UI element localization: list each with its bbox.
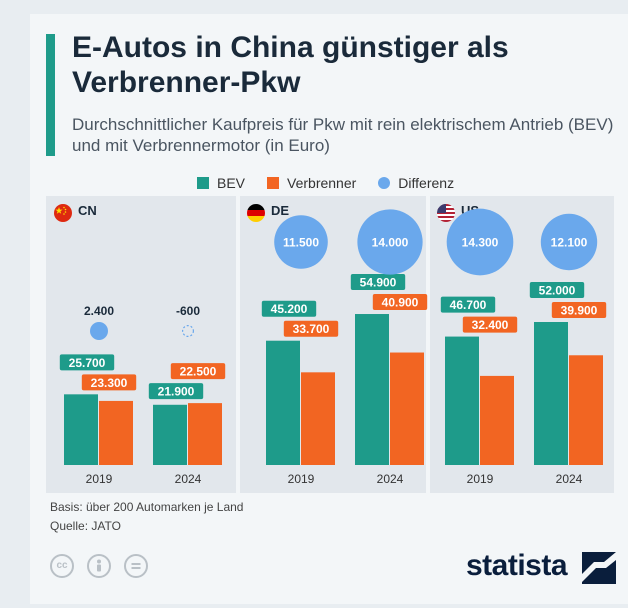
bar-verbrenner-us-2024 bbox=[569, 355, 603, 465]
diff-label-cn-2024: -600 bbox=[176, 304, 200, 318]
label-verbrenner-us-2019: 32.400 bbox=[472, 318, 509, 332]
label-bev-us-2024-bg bbox=[529, 282, 585, 298]
label-bev-cn-2019-bg bbox=[59, 354, 115, 371]
label-verbrenner-de-2019-bg bbox=[283, 320, 339, 337]
label-verbrenner-cn-2019: 23.300 bbox=[91, 376, 128, 390]
country-label-cn: CN bbox=[78, 203, 97, 218]
label-bev-us-2024: 52.000 bbox=[539, 284, 576, 298]
label-bev-cn-2024: 21.900 bbox=[158, 385, 195, 399]
title-accent-bar bbox=[46, 34, 55, 156]
bar-bev-us-2024 bbox=[534, 322, 568, 465]
tick-label-de-2024: 2024 bbox=[377, 472, 404, 486]
label-verbrenner-de-2024-bg bbox=[372, 294, 428, 311]
legend-label-bev: BEV bbox=[217, 175, 246, 191]
diff-bubble-de-2024 bbox=[357, 209, 423, 275]
legend-label-differenz: Differenz bbox=[398, 175, 455, 191]
bar-verbrenner-cn-2024 bbox=[188, 403, 222, 465]
diff-bubble-cn-2024 bbox=[182, 325, 195, 338]
label-bev-us-2019-bg bbox=[440, 296, 496, 313]
label-bev-us-2019: 46.700 bbox=[450, 298, 487, 312]
label-bev-cn-2024-bg bbox=[148, 383, 204, 400]
cc-icon[interactable]: cc bbox=[50, 554, 74, 578]
label-verbrenner-cn-2019-bg bbox=[81, 374, 137, 391]
bar-bev-us-2019 bbox=[445, 336, 479, 465]
diff-label-de-2024: 14.000 bbox=[372, 236, 409, 250]
germany-flag-icon bbox=[247, 204, 265, 222]
footnote-source: Quelle: JATO bbox=[50, 519, 121, 533]
legend-item-bev: BEV bbox=[197, 175, 245, 191]
legend-swatch-verbrenner bbox=[267, 177, 280, 189]
label-verbrenner-us-2024: 39.900 bbox=[561, 304, 598, 318]
legend-item-verbrenner: Verbrenner bbox=[267, 175, 356, 191]
diff-bubble-us-2019 bbox=[446, 208, 514, 276]
legend: BEV Verbrenner Differenz bbox=[197, 175, 476, 191]
china-flag-icon bbox=[54, 204, 72, 222]
label-verbrenner-cn-2024-bg bbox=[170, 363, 226, 380]
bar-verbrenner-cn-2019 bbox=[99, 400, 133, 465]
label-bev-de-2019: 45.200 bbox=[271, 302, 308, 316]
tick-label-us-2019: 2019 bbox=[467, 472, 494, 486]
by-person-icon[interactable] bbox=[87, 554, 111, 578]
bar-verbrenner-de-2019 bbox=[301, 372, 335, 465]
legend-label-verbrenner: Verbrenner bbox=[287, 175, 357, 191]
label-bev-de-2019-bg bbox=[261, 300, 317, 317]
label-verbrenner-de-2024: 40.900 bbox=[382, 296, 419, 310]
statista-logo[interactable]: statista bbox=[466, 549, 568, 582]
nd-equals-icon[interactable] bbox=[124, 554, 148, 578]
label-bev-de-2024-bg bbox=[350, 274, 406, 291]
diff-label-us-2024: 12.100 bbox=[551, 236, 588, 250]
diff-label-de-2019: 11.500 bbox=[283, 236, 319, 250]
diff-label-cn-2019: 2.400 bbox=[84, 304, 114, 318]
bar-bev-cn-2024 bbox=[153, 404, 187, 465]
label-bev-cn-2019: 25.700 bbox=[69, 356, 106, 370]
label-verbrenner-de-2019: 33.700 bbox=[293, 322, 330, 336]
bar-bev-de-2024 bbox=[355, 314, 389, 465]
bar-verbrenner-de-2024 bbox=[390, 352, 424, 465]
tick-label-us-2024: 2024 bbox=[556, 472, 583, 486]
legend-swatch-differenz bbox=[378, 177, 391, 189]
chart-subtitle: Durchschnittlicher Kaufpreis für Pkw mit… bbox=[72, 115, 614, 155]
bar-bev-de-2019 bbox=[266, 340, 300, 465]
label-bev-de-2024: 54.900 bbox=[360, 276, 397, 290]
legend-swatch-bev bbox=[197, 177, 209, 189]
diff-bubble-de-2019 bbox=[274, 215, 328, 269]
tick-label-cn-2024: 2024 bbox=[175, 472, 202, 486]
bar-verbrenner-us-2019 bbox=[480, 375, 514, 465]
label-verbrenner-us-2024-bg bbox=[551, 302, 607, 318]
bar-bev-cn-2019 bbox=[64, 394, 98, 465]
chart-title: E-Autos in China günstiger als Verbrenne… bbox=[72, 31, 509, 99]
label-verbrenner-cn-2024: 22.500 bbox=[180, 365, 217, 379]
statista-logo-mark-icon bbox=[582, 552, 616, 584]
tick-label-cn-2019: 2019 bbox=[86, 472, 113, 486]
legend-item-differenz: Differenz bbox=[378, 175, 454, 191]
diff-bubble-us-2024 bbox=[540, 213, 598, 271]
diff-bubble-cn-2019 bbox=[90, 322, 108, 340]
tick-label-de-2019: 2019 bbox=[288, 472, 315, 486]
usa-flag-icon bbox=[437, 204, 455, 222]
label-verbrenner-us-2019-bg bbox=[462, 316, 518, 333]
footnote-basis: Basis: über 200 Automarken je Land bbox=[50, 500, 244, 514]
diff-label-us-2019: 14.300 bbox=[462, 236, 499, 250]
country-label-de: DE bbox=[271, 203, 290, 218]
